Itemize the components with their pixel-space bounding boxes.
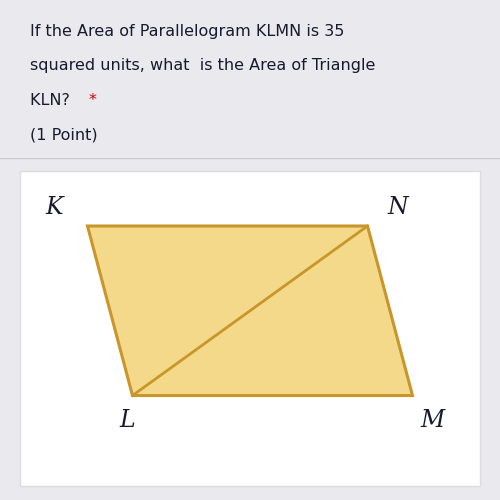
Text: squared units, what  is the Area of Triangle: squared units, what is the Area of Trian… bbox=[30, 58, 376, 74]
Text: M: M bbox=[420, 409, 444, 432]
Text: KLN?: KLN? bbox=[30, 93, 75, 108]
Text: K: K bbox=[45, 196, 62, 219]
Text: *: * bbox=[88, 93, 96, 108]
Text: (1 Point): (1 Point) bbox=[30, 128, 98, 142]
Text: If the Area of Parallelogram KLMN is 35: If the Area of Parallelogram KLMN is 35 bbox=[30, 24, 344, 38]
FancyBboxPatch shape bbox=[20, 171, 480, 486]
Text: N: N bbox=[388, 196, 408, 219]
Text: L: L bbox=[120, 409, 136, 432]
Polygon shape bbox=[88, 226, 412, 396]
